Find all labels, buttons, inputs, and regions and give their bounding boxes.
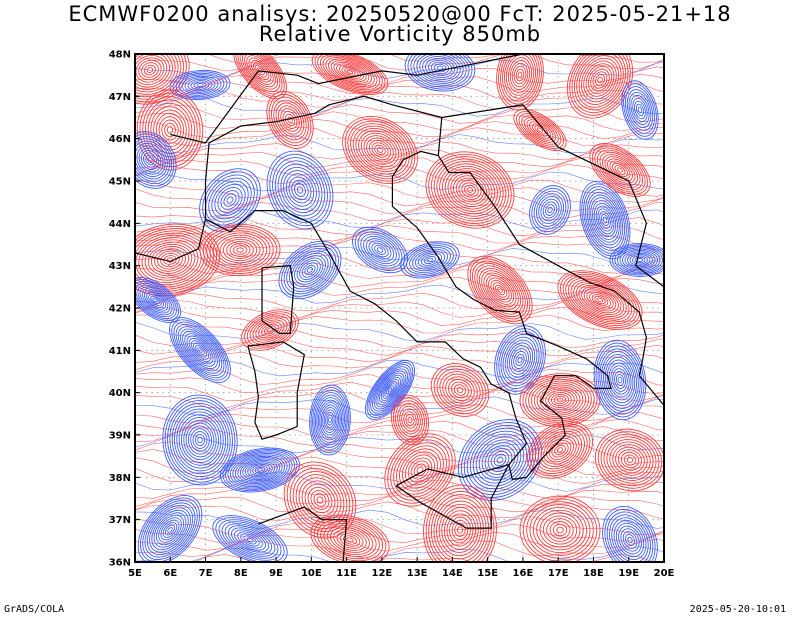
longitude-axis: 5E 6E 7E 8E 9E 10E 11E 12E 13E 14E 15E 16E 17E 18E 19E…: [128, 557, 675, 579]
software-credit: GrADS/COLA: [4, 604, 65, 615]
lat-tick-label: 43N: [109, 261, 131, 272]
lat-tick-label: 36N: [109, 558, 131, 569]
coastlines: [135, 54, 664, 562]
lon-tick-label: 13E: [407, 568, 428, 579]
lon-tick-label: 9E: [269, 568, 283, 579]
latitude-axis: 48N 47N 46N 45N 44N 43N 42N 41N 40N 39N 38N 37N 36N: [109, 50, 140, 569]
lat-tick-label: 40N: [109, 388, 131, 399]
lon-tick-label: 16E: [513, 568, 534, 579]
lon-tick-label: 18E: [583, 568, 604, 579]
lat-tick-label: 42N: [109, 304, 131, 315]
lat-tick-label: 39N: [109, 431, 131, 442]
lat-tick-label: 44N: [109, 219, 131, 230]
lat-tick-label: 37N: [109, 515, 131, 526]
lon-tick-label: 10E: [301, 568, 322, 579]
lon-tick-label: 5E: [128, 568, 142, 579]
lon-tick-label: 7E: [199, 568, 213, 579]
map-title: ECMWF0200 analisys: 20250520@00 FcT: 202…: [68, 2, 732, 26]
lon-tick-label: 12E: [371, 568, 392, 579]
lon-tick-label: 15E: [477, 568, 498, 579]
map-subtitle: Relative Vorticity 850mb: [258, 22, 542, 46]
plot-area: [135, 54, 664, 562]
lon-tick-label: 17E: [548, 568, 569, 579]
lon-tick-label: 6E: [163, 568, 177, 579]
lat-tick-label: 41N: [109, 346, 131, 357]
lon-tick-label: 19E: [618, 568, 639, 579]
lon-tick-label: 14E: [442, 568, 463, 579]
lat-tick-label: 46N: [109, 134, 131, 145]
lat-tick-label: 47N: [109, 92, 131, 103]
gridlines: [135, 54, 664, 562]
lon-tick-label: 11E: [336, 568, 357, 579]
lat-tick-label: 38N: [109, 473, 131, 484]
render-timestamp: 2025-05-20-10:01: [689, 604, 786, 615]
lon-tick-label: 8E: [234, 568, 248, 579]
lat-tick-label: 48N: [109, 50, 131, 61]
lon-tick-label: 20E: [654, 568, 675, 579]
lat-tick-label: 45N: [109, 177, 131, 188]
